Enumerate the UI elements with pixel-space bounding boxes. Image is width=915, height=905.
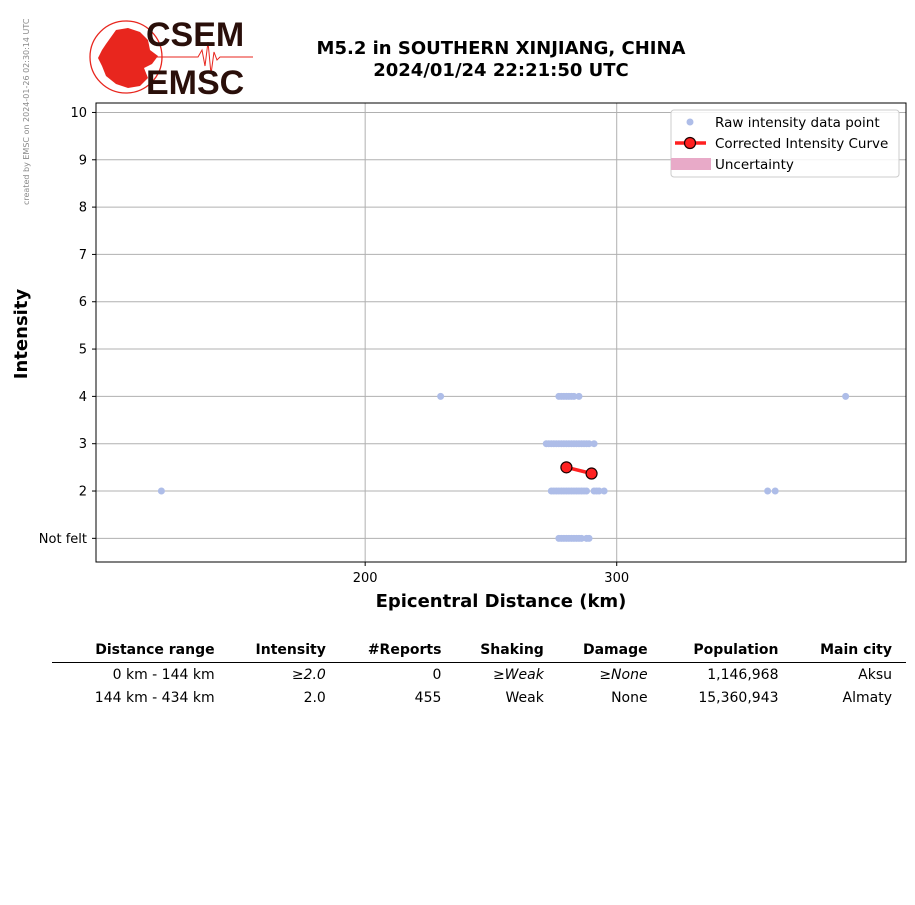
y-tick-label: 3 <box>79 437 87 452</box>
y-tick-label: 6 <box>79 295 87 310</box>
cell-damage: ≥None <box>599 667 648 683</box>
raw-data-point <box>577 534 585 542</box>
cell-distance-range: 0 km - 144 km <box>112 667 215 683</box>
raw-data-point <box>771 487 779 495</box>
logo-bottom-text: EMSC <box>146 64 244 98</box>
legend-box <box>670 109 900 178</box>
header-shaking: Shaking <box>455 642 558 663</box>
cell-main-city: Aksu <box>858 667 892 683</box>
y-tick-label: 4 <box>79 390 87 405</box>
raw-data-point <box>585 534 593 542</box>
csem-emsc-logo: CSEM EMSC <box>89 16 253 98</box>
raw-data-point <box>437 392 445 400</box>
cell-damage: None <box>611 690 648 706</box>
cell-reports: 0 <box>432 667 442 683</box>
header-reports: #Reports <box>339 642 456 663</box>
grid-layer <box>96 103 906 562</box>
x-axis-label: Epicentral Distance (km) <box>376 591 627 612</box>
y-tick-label: Not felt <box>39 532 87 547</box>
summary-header-row: Distance range Intensity #Reports Shakin… <box>52 642 906 663</box>
corrected-intensity-marker <box>585 467 598 480</box>
summary-table: Distance range Intensity #Reports Shakin… <box>52 642 906 709</box>
raw-data-point <box>764 487 772 495</box>
header-population: Population <box>661 642 793 663</box>
chart-title: M5.2 in SOUTHERN XINJIANG, CHINA 2024/01… <box>300 38 702 82</box>
y-tick-label: 7 <box>79 248 87 263</box>
curve-layer <box>560 461 598 480</box>
cell-intensity: ≥2.0 <box>291 667 326 683</box>
raw-data-point <box>595 487 603 495</box>
y-tick-label: 10 <box>70 106 87 121</box>
legend-curve-marker <box>683 136 697 150</box>
x-tick-label: 200 <box>353 571 378 586</box>
legend-raw-marker <box>686 118 694 126</box>
legend-curve-label: Corrected Intensity Curve <box>715 136 888 152</box>
logo-top-text: CSEM <box>146 16 244 54</box>
cell-intensity: 2.0 <box>303 690 326 706</box>
y-axis-label: Intensity <box>11 289 32 380</box>
title-event-time: 2024/01/24 22:21:50 UTC <box>373 60 629 81</box>
cell-shaking: ≥Weak <box>492 667 544 683</box>
table-row: 0 km - 144 km ≥2.0 0 ≥Weak ≥None 1,146,9… <box>52 663 906 687</box>
raw-data-point <box>590 440 598 448</box>
cell-population: 15,360,943 <box>698 690 779 706</box>
legend-uncertainty-label: Uncertainty <box>715 157 794 173</box>
raw-data-point <box>842 392 850 400</box>
raw-data-point <box>157 487 165 495</box>
raw-data-point <box>575 392 583 400</box>
logo-seismogram-icon <box>148 41 253 75</box>
header-intensity: Intensity <box>228 642 340 663</box>
cell-shaking: Weak <box>505 690 544 706</box>
legend-raw-label: Raw intensity data point <box>715 115 880 131</box>
tick-layer: Not felt 2 3 4 5 6 7 8 9 10 200 300 <box>39 106 629 586</box>
cell-reports: 455 <box>414 690 442 706</box>
cell-distance-range: 144 km - 434 km <box>94 690 215 706</box>
header-main-city: Main city <box>792 642 906 663</box>
table-row: 144 km - 434 km 2.0 455 Weak None 15,360… <box>52 686 906 709</box>
raw-points-layer <box>157 392 850 542</box>
intensity-distance-chart: Not felt 2 3 4 5 6 7 8 9 10 200 300 Epicentral Dist… <box>11 102 907 612</box>
y-tick-label: 9 <box>79 153 87 168</box>
raw-data-point <box>570 392 578 400</box>
y-tick-label: 5 <box>79 343 87 358</box>
x-tick-label: 300 <box>604 571 629 586</box>
header-distance-range: Distance range <box>52 642 229 663</box>
plot-frame <box>95 102 907 563</box>
cell-main-city: Almaty <box>842 690 892 706</box>
raw-data-point <box>585 440 593 448</box>
title-event-name: M5.2 in SOUTHERN XINJIANG, CHINA <box>316 38 686 59</box>
raw-data-point <box>600 487 608 495</box>
cell-population: 1,146,968 <box>707 667 779 683</box>
header-damage: Damage <box>557 642 662 663</box>
y-tick-label: 8 <box>79 201 87 216</box>
legend: Raw intensity data point Corrected Inten… <box>670 109 900 178</box>
corrected-intensity-marker <box>560 461 573 474</box>
legend-uncertainty-swatch <box>671 158 711 170</box>
raw-data-point <box>583 487 591 495</box>
y-tick-label: 2 <box>79 485 87 500</box>
logo-europe-map-icon <box>98 28 158 88</box>
